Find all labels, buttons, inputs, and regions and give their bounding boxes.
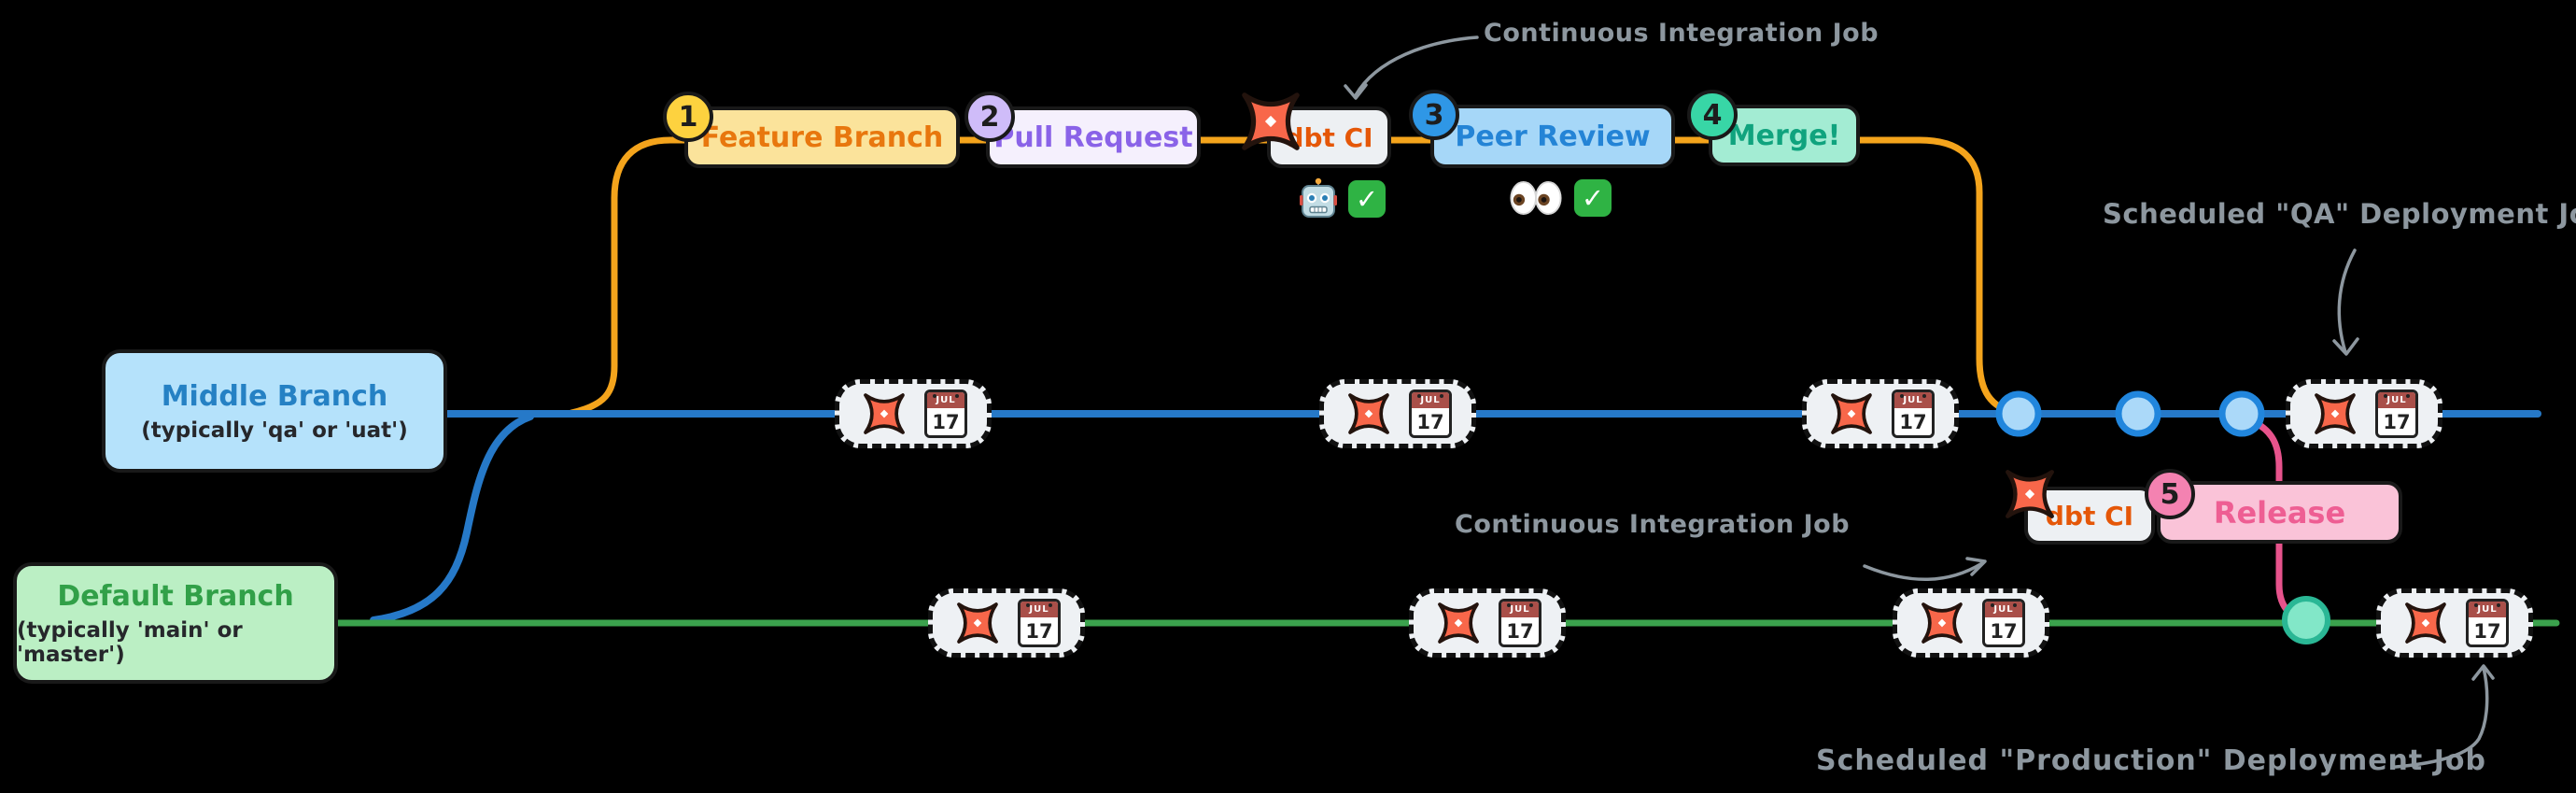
scheduled-qa-deployment-marker: JUL 17 xyxy=(2286,379,2442,448)
commit-node xyxy=(1995,390,2042,437)
calendar-month: JUL xyxy=(927,392,964,408)
commit-node xyxy=(2218,390,2265,437)
step-badge-4: 4 xyxy=(1687,90,1738,140)
review-eyes-check-row: ✓ xyxy=(1509,179,1612,217)
step-badge-1: 1 xyxy=(663,92,713,142)
node-peer-review: 3 Peer Review xyxy=(1409,90,1675,168)
calendar-month: JUL xyxy=(1501,602,1539,617)
annotation-arrow-production xyxy=(2394,664,2495,769)
scheduled-job-marker: JUL 17 xyxy=(1409,588,1566,658)
calendar-month: JUL xyxy=(2469,602,2506,617)
robot-icon xyxy=(1300,177,1337,220)
calendar-month: JUL xyxy=(1021,602,1058,617)
calendar-icon: JUL 17 xyxy=(2466,599,2509,647)
branch-title: Default Branch xyxy=(57,579,294,613)
calendar-month: JUL xyxy=(1894,392,1932,408)
dbt-logo-icon xyxy=(2310,389,2360,439)
calendar-month: JUL xyxy=(1985,602,2022,617)
node-label: dbt CI xyxy=(2045,500,2134,531)
calendar-day: 17 xyxy=(1025,619,1053,643)
eyes-icon xyxy=(1509,180,1563,216)
calendar-icon: JUL 17 xyxy=(1892,389,1935,438)
middle-branch-label-box: Middle Branch (typically 'qa' or 'uat') xyxy=(102,349,447,473)
annotation-arrow-ci-top xyxy=(1344,35,1479,100)
calendar-day: 17 xyxy=(1506,619,1534,643)
dbt-logo-icon xyxy=(2400,598,2451,648)
calendar-day: 17 xyxy=(2383,410,2411,433)
calendar-day: 17 xyxy=(1990,619,2018,643)
scheduled-production-deployment-marker: JUL 17 xyxy=(2376,588,2533,658)
dbt-logo-icon xyxy=(1433,598,1484,648)
node-label: Peer Review xyxy=(1455,120,1651,153)
annotation-production-deployment: Scheduled "Production" Deployment Job xyxy=(1816,744,2486,777)
branch-subtitle: (typically 'main' or 'master') xyxy=(17,617,243,667)
check-icon: ✓ xyxy=(1574,179,1612,217)
dbt-logo-icon xyxy=(1344,389,1394,439)
annotation-ci-top: Continuous Integration Job xyxy=(1484,19,1879,48)
annotation-arrow-qa xyxy=(2332,248,2359,356)
annotation-arrow-ci-release xyxy=(1863,557,1987,581)
dbt-logo-icon xyxy=(859,389,909,439)
node-pull-request: 2 Pull Request xyxy=(964,92,1201,168)
node-dbt-ci: dbt CI xyxy=(1267,106,1391,168)
node-label: Release xyxy=(2213,494,2346,531)
node-label: Merge! xyxy=(1727,119,1841,152)
dbt-logo-icon xyxy=(952,598,1003,648)
dbt-logo-icon xyxy=(1917,598,1967,648)
node-label: Pull Request xyxy=(993,120,1193,154)
calendar-day: 17 xyxy=(1899,410,1927,433)
node-dbt-ci-release: dbt CI xyxy=(2024,487,2155,545)
calendar-icon: JUL 17 xyxy=(2375,389,2418,438)
calendar-day: 17 xyxy=(932,410,960,433)
check-icon: ✓ xyxy=(1348,180,1386,218)
node-feature-branch: 1 Feature Branch xyxy=(663,92,960,168)
calendar-icon: JUL 17 xyxy=(1982,599,2025,647)
step-badge-2: 2 xyxy=(964,92,1015,142)
default-branch-label-box: Default Branch (typically 'main' or 'mas… xyxy=(13,562,338,684)
dbt-logo-icon xyxy=(1235,86,1306,157)
step-badge-3: 3 xyxy=(1409,90,1459,140)
node-label: dbt CI xyxy=(1285,121,1373,153)
scheduled-job-marker: JUL 17 xyxy=(1802,379,1959,448)
calendar-icon: JUL 17 xyxy=(924,389,967,438)
node-merge: 4 Merge! xyxy=(1687,90,1860,166)
calendar-icon: JUL 17 xyxy=(1018,599,1061,647)
commit-node xyxy=(2115,390,2161,437)
node-label: Feature Branch xyxy=(700,120,944,154)
scheduled-job-marker: JUL 17 xyxy=(1319,379,1476,448)
feature-branch-line xyxy=(568,136,2019,417)
scheduled-job-marker: JUL 17 xyxy=(835,379,992,448)
scheduled-job-marker: JUL 17 xyxy=(1893,588,2049,658)
annotation-qa-deployment: Scheduled "QA" Deployment Job xyxy=(2103,198,2576,230)
node-release: 5 Release xyxy=(2145,469,2402,544)
calendar-day: 17 xyxy=(1416,410,1444,433)
calendar-icon: JUL 17 xyxy=(1499,599,1541,647)
ci-bot-check-row: ✓ xyxy=(1300,177,1386,220)
scheduled-job-marker: JUL 17 xyxy=(928,588,1085,658)
step-badge-5: 5 xyxy=(2145,469,2195,519)
calendar-month: JUL xyxy=(1412,392,1449,408)
middle-branch-off-curve xyxy=(370,413,534,624)
release-commit-node xyxy=(2282,596,2330,644)
dbt-logo-icon xyxy=(2000,464,2060,524)
dbt-logo-icon xyxy=(1826,389,1877,439)
branch-subtitle: (typically 'qa' or 'uat') xyxy=(141,418,408,443)
calendar-icon: JUL 17 xyxy=(1409,389,1452,438)
calendar-day: 17 xyxy=(2473,619,2501,643)
calendar-month: JUL xyxy=(2378,392,2415,408)
annotation-ci-release: Continuous Integration Job xyxy=(1455,510,1851,539)
branch-title: Middle Branch xyxy=(161,379,388,413)
